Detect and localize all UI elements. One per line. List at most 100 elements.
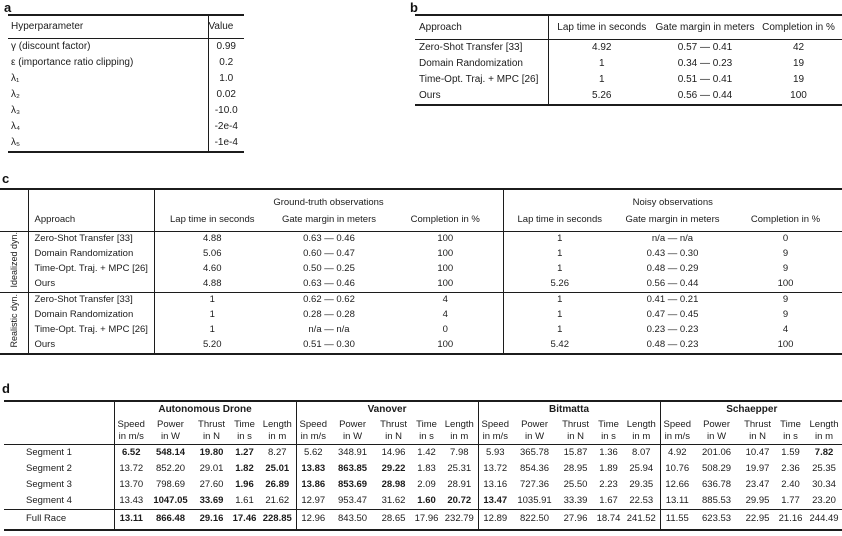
col-header-gate-margin: Gate margin in meters [655,15,755,40]
data-cell: 13.11 [113,509,148,530]
approach-name: Time-Opt. Traj. + MPC [26] [27,323,154,338]
completion-value: 0 [782,233,789,245]
table-row: Segment 1 6.52 548.14 19.80 1.27 8.27 5.… [4,444,842,461]
data-cell: 1.89 [599,462,618,474]
data-cell: 29.95 [745,494,770,506]
data-cell: 27.60 [199,478,224,490]
data-cell: 12.97 [295,493,331,510]
param-name: λ₁ [11,73,20,85]
data-cell: 853.69 [338,478,368,490]
gate-margin-value: 0.28 — 0.28 [303,309,355,321]
data-cell: 25.31 [447,462,472,474]
group-header-row: Autonomous Drone Vanover Bitmatta Schaep… [4,401,842,445]
data-cell: 19.97 [745,462,770,474]
table-row: Time-Opt. Traj. + MPC [26] 1 n/a — n/a 0… [0,323,842,338]
param-value: -2e-4 [207,119,244,135]
rotated-label-text: Idealized dyn. [8,232,19,288]
data-cell: 25.35 [812,462,836,474]
data-cell: 1.82 [235,462,254,474]
gate-margin-value: 0.48 — 0.23 [646,339,699,351]
data-cell: 30.34 [812,478,836,490]
col-header-completion: Completion in % [388,209,503,232]
completion-value: 100 [437,339,454,351]
data-cell: 31.62 [381,494,406,506]
table-row: λ₃ -10.0 [8,103,244,119]
gate-margin-value: 0.51 — 0.30 [303,339,355,351]
data-cell: 17.96 [412,509,442,530]
table-row: λ₅ -1e-4 [8,135,244,152]
panel-label-b: b [410,0,418,15]
col-header-length: Length in m [623,418,661,445]
lap-time-value: 1 [153,292,270,308]
param-name: λ₃ [11,105,21,117]
data-cell: 232.79 [441,509,479,530]
param-value: 1.0 [207,71,244,87]
gate-margin-value: 0.41 — 0.21 [616,292,729,308]
data-cell: 822.50 [512,509,558,530]
data-cell: 29.16 [193,509,230,530]
group-header-ground-truth: Ground-truth observations [153,189,503,209]
data-cell: 8.07 [632,446,651,458]
data-cell: 852.20 [155,462,186,474]
unit-header-row: Speed in m/s Power in W Thrust in N Time in … [4,418,842,445]
lap-time-value: 1 [502,262,616,277]
group-header-autonomous-drone: Autonomous Drone [113,401,297,418]
col-header-time: Time in s [412,418,442,445]
lap-time-value: 4.88 [153,231,270,247]
table-row: Zero-Shot Transfer [33] 4.92 0.57 — 0.41… [415,39,842,56]
table-row: Ours 4.88 0.63 — 0.46 100 5.26 0.56 — 0.… [0,277,842,293]
completion-value: 4 [782,324,789,336]
data-cell: 19.80 [199,446,224,458]
param-name: λ₄ [11,121,21,133]
pilot-segment-table: Autonomous Drone Vanover Bitmatta Schaep… [4,400,842,531]
data-cell: 13.70 [113,477,148,493]
data-cell: 11.55 [659,509,695,530]
table-row: ε (importance ratio clipping) 0.2 [8,55,244,71]
col-header-gate-margin: Gate margin in meters [616,209,729,232]
data-cell: 13.83 [295,461,331,477]
col-header-hyperparameter: Hyperparameter [8,15,208,39]
data-cell: 25.01 [265,462,290,474]
data-cell: 13.72 [113,461,148,477]
data-cell: 7.82 [814,446,834,458]
data-cell: 348.91 [338,446,368,458]
col-header-power: Power in W [694,418,740,445]
rotated-label-text: Realistic dyn. [8,294,19,348]
data-cell: 727.36 [520,478,550,490]
group-header-vanover: Vanover [295,401,479,418]
data-cell: 1.60 [417,494,436,506]
gate-margin-value: 0.43 — 0.30 [646,248,699,260]
lap-time-value: 4.60 [153,262,270,277]
param-name: λ₅ [11,137,21,149]
group-header-noisy: Noisy observations [502,189,842,209]
completion-value: 19 [792,58,805,70]
data-cell: 2.40 [781,478,800,490]
table-row: Segment 3 13.70 798.69 27.60 1.96 26.89 … [4,477,842,493]
col-header-thrust: Thrust in N [739,418,777,445]
data-cell: 1.36 [599,446,618,458]
data-cell: 21.62 [265,494,290,506]
header-row: Approach Lap time in seconds Gate margin… [415,15,842,40]
lap-time-value: 1 [153,323,270,338]
col-header-completion: Completion in % [729,209,842,232]
table-row: Idealized dyn. Zero-Shot Transfer [33] 4… [0,231,842,288]
approach-name: Time-Opt. Traj. + MPC [26] [419,74,539,86]
data-cell: 12.89 [477,509,513,530]
approach-name: Domain Randomization [27,308,154,323]
data-cell: 27.96 [557,509,595,530]
gate-margin-value: 0.56 — 0.44 [646,278,699,290]
data-cell: 1047.05 [153,494,188,506]
lap-time-value: 1 [502,247,616,262]
completion-value: 100 [437,263,454,275]
completion-value: 100 [790,90,807,102]
approach-name: Ours [27,277,154,293]
gate-margin-value: 0.63 — 0.46 [303,233,355,245]
table-row: Realistic dyn. Zero-Shot Transfer [33] 1… [0,292,842,354]
completion-value: 42 [792,42,805,54]
col-header-speed: Speed in m/s [477,418,513,445]
col-header-length: Length in m [259,418,297,445]
lap-time-value: 5.06 [153,247,270,262]
full-race-row: Full Race 13.11 866.48 29.16 17.46 228.8… [4,509,842,530]
lap-time-value: 5.26 [502,277,616,293]
data-cell: 18.74 [594,509,624,530]
